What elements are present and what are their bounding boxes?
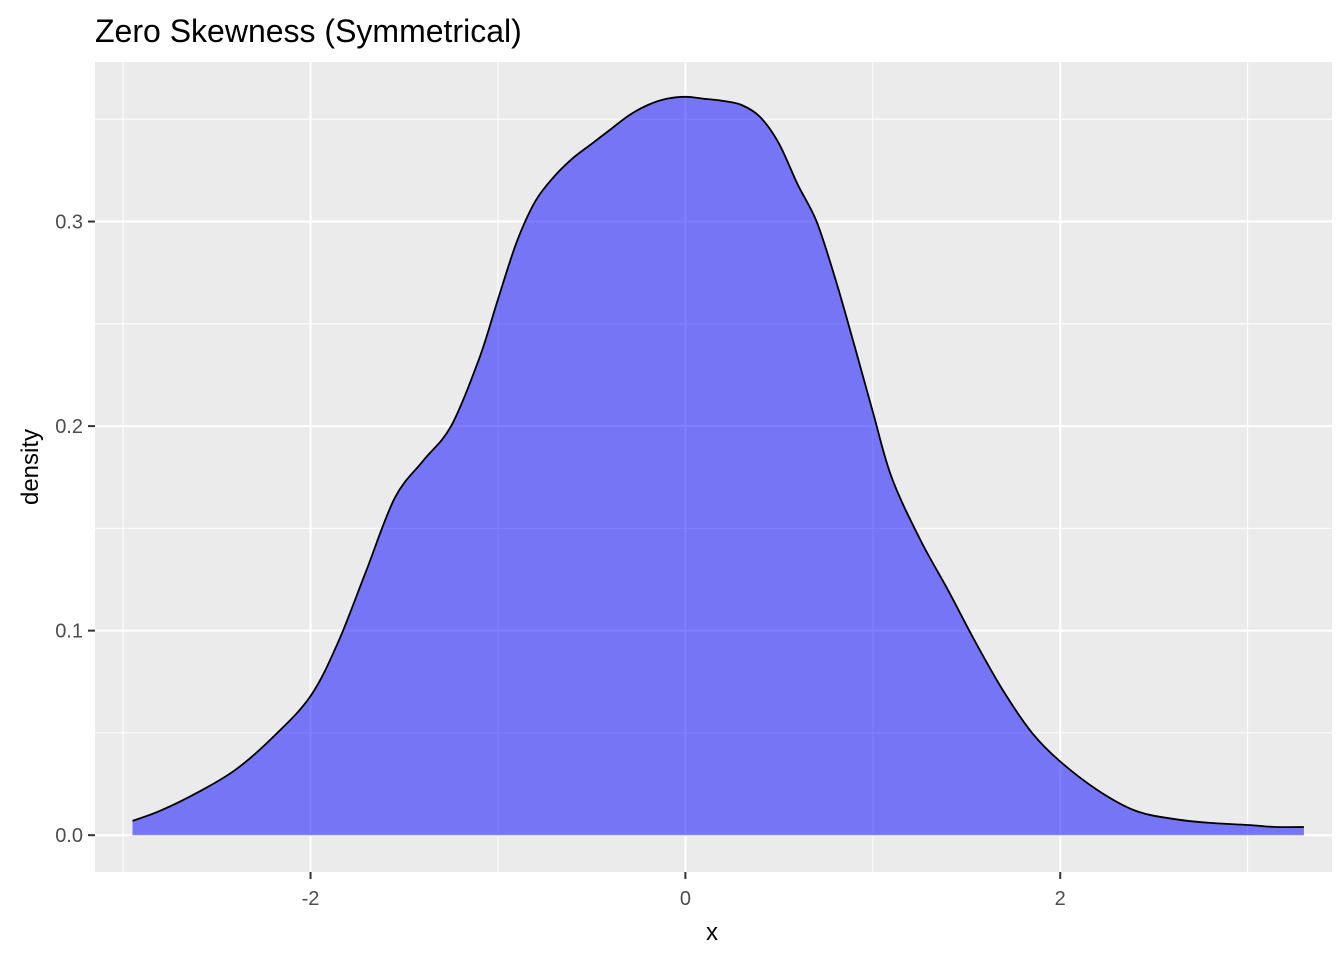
x-tick-label: 0 <box>680 888 691 910</box>
density-area <box>132 96 1304 836</box>
y-axis-title: density <box>17 429 44 505</box>
x-axis-title: x <box>706 919 718 946</box>
y-tick-label: 0.0 <box>55 825 83 847</box>
y-tick-label: 0.2 <box>55 416 83 438</box>
chart-title: Zero Skewness (Symmetrical) <box>95 13 522 49</box>
y-axis-ticks: 0.0 0.1 0.2 0.3 <box>55 212 95 847</box>
x-tick-label: -2 <box>302 888 320 910</box>
y-tick-label: 0.3 <box>55 212 83 234</box>
x-tick-label: 2 <box>1055 888 1066 910</box>
density-line <box>132 95 1304 829</box>
x-axis-ticks: -2 0 2 <box>302 872 1066 910</box>
y-tick-label: 0.1 <box>55 621 83 643</box>
